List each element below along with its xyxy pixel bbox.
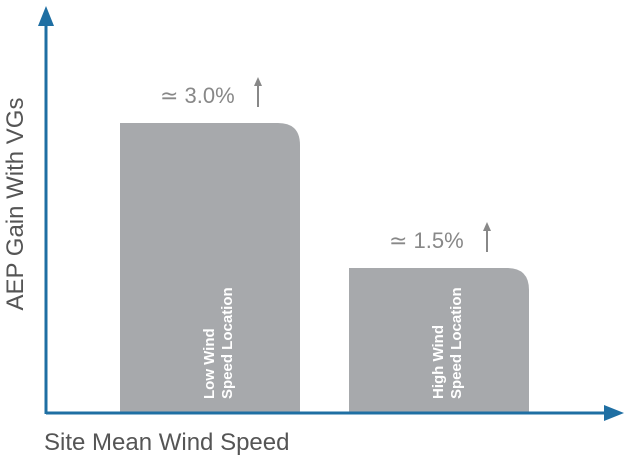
bar-value-label: ≃ 3.0%	[160, 83, 235, 108]
bar-category-label: Low WindSpeed Location	[201, 287, 236, 399]
axes-layer	[38, 6, 624, 421]
labels-layer: Low WindSpeed Location ≃ 3.0% High WindSpe…	[160, 77, 491, 399]
x-axis-label: Site Mean Wind Speed	[44, 429, 289, 456]
x-axis-arrow-icon	[604, 405, 624, 421]
bars-layer	[120, 123, 529, 413]
increase-arrow-head-icon	[254, 77, 262, 86]
bar-1	[120, 123, 300, 413]
bar-category-label: High WindSpeed Location	[430, 287, 465, 399]
bar-2	[349, 268, 529, 413]
bar-value-label: ≃ 1.5%	[389, 228, 464, 253]
increase-arrow-head-icon	[483, 222, 491, 231]
y-axis-arrow-icon	[38, 6, 54, 26]
y-axis-label: AEP Gain With VGs	[2, 98, 29, 311]
